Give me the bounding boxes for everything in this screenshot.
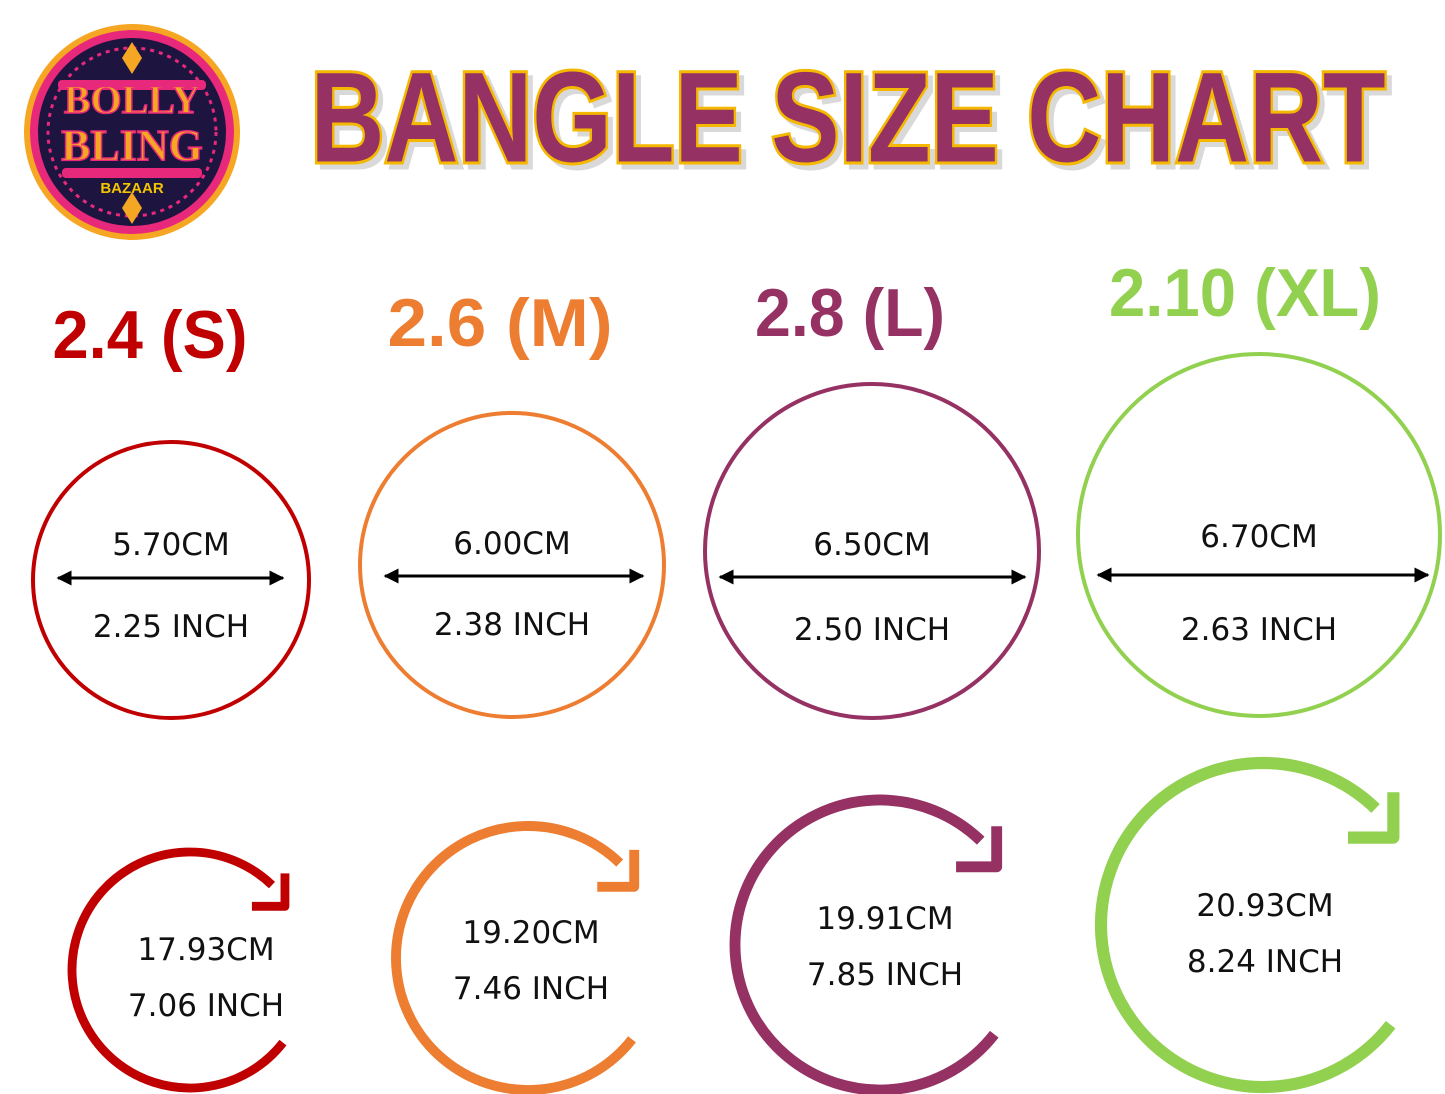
size-label: 2.10 (XL) [1109,255,1381,331]
size-label: 2.4 (S) [53,297,248,373]
diameter-circle [1076,352,1442,718]
logo-text-bazaar: BAZAAR [100,180,163,197]
diameter-inch: 2.38 INCH [434,607,590,643]
arrowhead-icon [251,873,290,911]
diameter-inch: 2.63 INCH [1181,612,1337,648]
arrowhead-icon [597,849,640,892]
diameter-circle [358,411,666,719]
circumference-cm: 19.91CM [816,901,953,937]
circumference-cm: 20.93CM [1196,888,1333,924]
logo-text-bolly: BOLLY [64,77,200,122]
diameter-circle [703,382,1041,720]
diameter-cm: 5.70CM [112,527,229,563]
diameter-inch: 2.25 INCH [93,609,249,645]
circumference-arc [67,847,287,1093]
diameter-cm: 6.70CM [1200,519,1317,555]
size-label: 2.6 (M) [388,285,613,361]
brand-logo: BOLLY BLING BAZAAR [24,24,240,240]
circumference-arc [729,794,999,1094]
size-column: 2.4 (S) 5.70CM 2.25 INCH 17.93CM 7.06 INCH [31,297,311,1093]
circumference-arc [391,821,636,1094]
diameter-inch: 2.50 INCH [794,612,950,648]
size-column: 2.6 (M) 6.00CM 2.38 INCH 19.20CM 7.46 INCH [358,285,666,1094]
size-label: 2.8 (L) [755,275,945,351]
circumference-inch: 7.85 INCH [807,957,963,993]
circumference-inch: 8.24 INCH [1187,944,1343,980]
circumference-inch: 7.46 INCH [453,971,609,1007]
logo-text-bling: BLING [61,121,203,170]
diameter-cm: 6.00CM [453,526,570,562]
arrowhead-icon [1347,792,1400,844]
arrowhead-icon [956,826,1003,873]
size-column: 2.10 (XL) 6.70CM 2.63 INCH 20.93CM 8.24 INCH [1076,255,1442,1094]
diameter-circle [31,440,311,720]
circumference-inch: 7.06 INCH [128,988,284,1024]
size-column: 2.8 (L) 6.50CM 2.50 INCH 19.91CM 7.85 INCH [703,275,1041,1094]
page-title: BANGLE SIZE CHART [311,47,1386,190]
circumference-arc [1094,756,1396,1094]
circumference-cm: 17.93CM [137,932,274,968]
circumference-cm: 19.20CM [462,915,599,951]
diameter-cm: 6.50CM [813,527,930,563]
